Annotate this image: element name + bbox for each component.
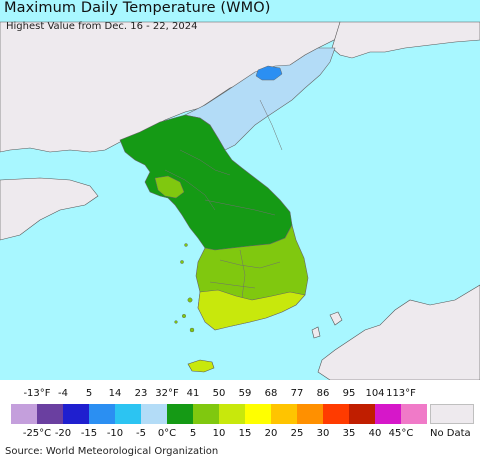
legend-celsius-tick: 40 xyxy=(368,428,382,439)
ocean xyxy=(0,0,480,380)
region-south-warm xyxy=(195,224,309,329)
land-china-north xyxy=(0,21,341,153)
legend-swatch xyxy=(349,404,375,424)
jeju-island xyxy=(187,359,215,373)
legend-swatch xyxy=(37,404,63,424)
legend-fahrenheit-tick: 95 xyxy=(342,388,356,399)
region-north-cold xyxy=(184,47,336,151)
legend-celsius-tick: -20 xyxy=(54,428,72,439)
legend-fahrenheit-labels: -13°F -4 5 14 23 32°F 41 50 59 68 77 86 95 104 113°F xyxy=(0,388,480,402)
legend-swatch xyxy=(11,404,37,424)
land-japan-islands xyxy=(311,311,343,339)
legend-swatch xyxy=(89,404,115,424)
legend-celsius-tick: -10 xyxy=(106,428,124,439)
map-subtitle: Highest Value from Dec. 16 - 22, 2024 xyxy=(6,21,198,32)
legend-fahrenheit-tick: -4 xyxy=(58,388,68,399)
land-japan xyxy=(317,284,480,380)
legend-celsius-tick: 0°C xyxy=(157,428,177,439)
region-south-warmer xyxy=(197,289,306,331)
legend-celsius-tick: 20 xyxy=(264,428,278,439)
legend-swatch xyxy=(219,404,245,424)
legend-celsius-tick: 10 xyxy=(212,428,226,439)
map-title: Maximum Daily Temperature (WMO) xyxy=(4,0,271,16)
legend-celsius-tick: 25 xyxy=(290,428,304,439)
legend-celsius-tick: 15 xyxy=(238,428,252,439)
legend-fahrenheit-tick: 104 xyxy=(365,388,385,399)
legend-fahrenheit-tick: 14 xyxy=(108,388,122,399)
legend-celsius-labels: -25°C -20 -15 -10 -5 0°C 5 10 15 20 25 30 35 40 45°C xyxy=(0,428,480,442)
legend-swatch xyxy=(271,404,297,424)
legend-swatch xyxy=(245,404,271,424)
legend-fahrenheit-tick: 5 xyxy=(85,388,93,399)
legend-fahrenheit-tick: 23 xyxy=(134,388,148,399)
legend-swatch xyxy=(193,404,219,424)
land-shandong xyxy=(0,177,99,241)
legend-fahrenheit-tick: 68 xyxy=(264,388,278,399)
legend-fahrenheit-tick: 50 xyxy=(212,388,226,399)
legend-color-bar xyxy=(11,404,427,424)
legend-fahrenheit-tick: 77 xyxy=(290,388,304,399)
legend-celsius-tick: 35 xyxy=(342,428,356,439)
legend-fahrenheit-tick: 59 xyxy=(238,388,252,399)
legend-swatch xyxy=(115,404,141,424)
land-russia xyxy=(331,21,480,59)
legend-swatch xyxy=(63,404,89,424)
legend-swatch xyxy=(141,404,167,424)
legend-fahrenheit-tick: 32°F xyxy=(155,388,179,399)
legend-swatch xyxy=(375,404,401,424)
legend-fahrenheit-tick: 86 xyxy=(316,388,330,399)
legend-celsius-tick: 5 xyxy=(189,428,197,439)
legend-no-data-swatch xyxy=(430,404,474,424)
region-north-coldest xyxy=(255,65,283,81)
region-central-mild xyxy=(119,114,293,251)
legend-celsius-tick: 45°C xyxy=(388,428,414,439)
legend-swatch xyxy=(297,404,323,424)
legend-fahrenheit-tick: 41 xyxy=(186,388,200,399)
legend-fahrenheit-tick: 113°F xyxy=(386,388,416,399)
legend-swatch xyxy=(167,404,193,424)
coastal-islands xyxy=(174,243,195,333)
region-nw-patch xyxy=(154,175,185,199)
legend-celsius-tick: -25°C xyxy=(22,428,52,439)
legend-celsius-tick: -15 xyxy=(80,428,98,439)
legend-swatch xyxy=(401,404,427,424)
source-credit: Source: World Meteorological Organizatio… xyxy=(5,446,219,457)
legend-swatch xyxy=(323,404,349,424)
legend-celsius-tick: -5 xyxy=(136,428,146,439)
province-boundaries xyxy=(164,99,283,299)
legend-celsius-tick: 30 xyxy=(316,428,330,439)
legend-fahrenheit-tick: -13°F xyxy=(23,388,51,399)
temperature-map xyxy=(0,0,480,380)
legend-no-data-label: No Data xyxy=(430,428,471,439)
